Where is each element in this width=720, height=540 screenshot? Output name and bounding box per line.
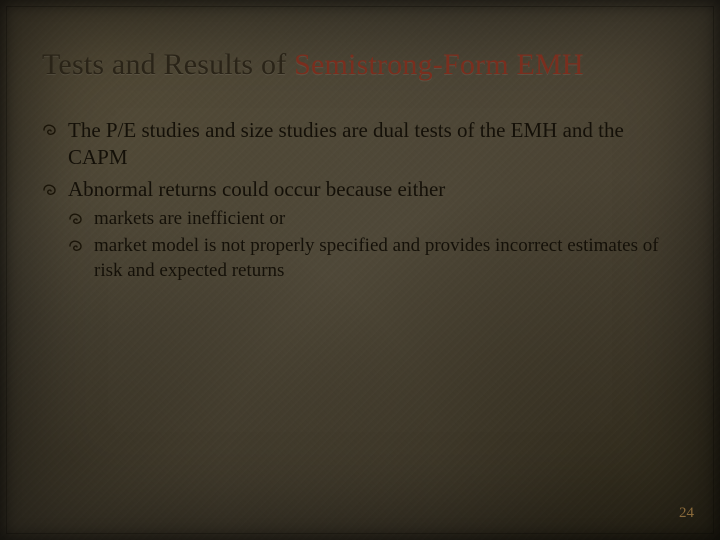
page-number: 24: [679, 505, 694, 522]
swirl-bullet-icon: [68, 211, 86, 227]
list-item: The P/E studies and size studies are dua…: [42, 117, 682, 172]
swirl-bullet-icon: [42, 122, 60, 138]
swirl-bullet-icon: [42, 182, 60, 198]
title-text-prefix: Tests and Results of: [42, 48, 294, 81]
slide-title: Tests and Results of Semistrong-Form EMH: [42, 48, 682, 83]
bullet-text: market model is not properly specified a…: [94, 235, 659, 281]
slide-container: Tests and Results of Semistrong-Form EMH…: [0, 0, 720, 540]
bullet-list-level2: markets are inefficient or market model …: [68, 206, 682, 283]
bullet-list-level1: The P/E studies and size studies are dua…: [42, 117, 682, 283]
swirl-bullet-icon: [68, 238, 86, 254]
title-text-accent: Semistrong-Form EMH: [294, 48, 584, 81]
list-item: markets are inefficient or: [68, 206, 682, 231]
list-item: market model is not properly specified a…: [68, 233, 682, 283]
bullet-text: markets are inefficient or: [94, 208, 285, 229]
bullet-text: Abnormal returns could occur because eit…: [68, 177, 445, 201]
slide-content: Tests and Results of Semistrong-Form EMH…: [0, 0, 720, 540]
bullet-text: The P/E studies and size studies are dua…: [68, 118, 624, 170]
list-item: Abnormal returns could occur because eit…: [42, 176, 682, 283]
slide-body: The P/E studies and size studies are dua…: [42, 117, 682, 283]
